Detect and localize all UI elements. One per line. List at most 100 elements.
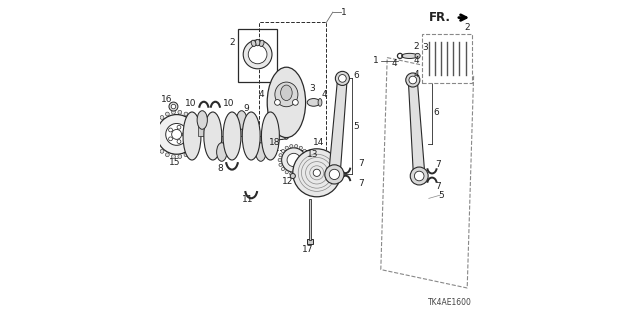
Circle shape <box>305 163 308 166</box>
Ellipse shape <box>284 133 289 139</box>
Polygon shape <box>329 78 347 174</box>
Text: TK4AE1600: TK4AE1600 <box>428 298 472 307</box>
Circle shape <box>182 132 186 136</box>
Text: 6: 6 <box>433 108 438 116</box>
Circle shape <box>306 158 310 162</box>
Circle shape <box>165 112 169 116</box>
Circle shape <box>177 140 181 143</box>
Circle shape <box>152 132 156 136</box>
Circle shape <box>196 126 200 130</box>
Bar <box>307 239 313 244</box>
Circle shape <box>305 154 308 157</box>
Circle shape <box>197 132 201 136</box>
Polygon shape <box>257 136 265 152</box>
Text: 7: 7 <box>435 182 440 191</box>
Circle shape <box>300 146 303 149</box>
Circle shape <box>153 139 157 143</box>
Text: 10: 10 <box>185 99 196 108</box>
Text: 9: 9 <box>243 104 248 113</box>
Circle shape <box>248 45 267 64</box>
Ellipse shape <box>216 143 227 161</box>
Text: 5: 5 <box>353 122 359 131</box>
Circle shape <box>279 163 282 166</box>
Ellipse shape <box>307 99 320 106</box>
Circle shape <box>178 155 182 158</box>
Circle shape <box>409 76 417 84</box>
Circle shape <box>184 153 188 157</box>
Text: 7: 7 <box>358 159 364 168</box>
Circle shape <box>166 124 188 145</box>
Circle shape <box>406 73 420 87</box>
Polygon shape <box>198 120 206 136</box>
Polygon shape <box>309 199 311 240</box>
Circle shape <box>285 146 289 149</box>
Text: 2: 2 <box>414 42 419 51</box>
Text: 17: 17 <box>302 245 314 254</box>
Ellipse shape <box>268 67 306 138</box>
Circle shape <box>292 100 298 105</box>
Ellipse shape <box>255 39 260 46</box>
Circle shape <box>157 115 196 154</box>
Circle shape <box>339 75 346 82</box>
Circle shape <box>329 169 339 180</box>
Bar <box>259 22 326 150</box>
Text: 7: 7 <box>358 179 364 188</box>
Circle shape <box>275 100 280 105</box>
Text: 2: 2 <box>465 23 470 32</box>
Bar <box>239 29 277 82</box>
Circle shape <box>278 158 282 162</box>
Text: 4: 4 <box>259 90 264 99</box>
Circle shape <box>290 172 293 175</box>
Ellipse shape <box>183 112 201 160</box>
Text: 13: 13 <box>307 150 319 159</box>
Circle shape <box>294 172 298 175</box>
Circle shape <box>177 125 181 129</box>
Circle shape <box>153 126 157 130</box>
Text: 6: 6 <box>353 71 359 80</box>
Polygon shape <box>237 120 246 136</box>
Circle shape <box>290 173 295 179</box>
Circle shape <box>160 116 164 119</box>
Ellipse shape <box>237 111 247 129</box>
Circle shape <box>168 137 172 141</box>
Circle shape <box>193 120 197 124</box>
Text: 4: 4 <box>322 90 328 99</box>
Circle shape <box>294 145 298 148</box>
Text: 5: 5 <box>439 191 444 200</box>
Text: 16: 16 <box>161 95 172 104</box>
Text: 14: 14 <box>313 138 324 147</box>
Ellipse shape <box>251 40 256 46</box>
Circle shape <box>410 167 428 185</box>
Circle shape <box>172 130 182 140</box>
Ellipse shape <box>318 99 322 106</box>
Circle shape <box>324 165 344 184</box>
Text: 8: 8 <box>218 164 223 172</box>
Text: 3: 3 <box>423 44 428 52</box>
Circle shape <box>300 171 303 174</box>
Text: 7: 7 <box>435 160 440 169</box>
Ellipse shape <box>256 143 266 161</box>
Circle shape <box>243 40 272 69</box>
Polygon shape <box>408 80 425 176</box>
Ellipse shape <box>204 112 222 160</box>
Circle shape <box>193 145 197 148</box>
Text: 4: 4 <box>392 60 397 68</box>
Polygon shape <box>274 132 287 140</box>
Text: 3: 3 <box>310 84 316 93</box>
Circle shape <box>172 155 175 158</box>
Circle shape <box>282 167 285 171</box>
Circle shape <box>335 71 349 85</box>
Text: 10: 10 <box>223 99 234 108</box>
Text: 18: 18 <box>269 138 280 147</box>
Polygon shape <box>218 136 226 152</box>
Circle shape <box>313 169 321 176</box>
Text: 1: 1 <box>373 56 379 65</box>
Ellipse shape <box>197 111 207 129</box>
Circle shape <box>168 128 172 132</box>
Circle shape <box>293 149 341 197</box>
Ellipse shape <box>280 85 292 100</box>
Text: 15: 15 <box>170 158 180 167</box>
Text: 12: 12 <box>282 177 293 186</box>
Circle shape <box>282 148 306 172</box>
Text: FR.: FR. <box>429 11 451 24</box>
